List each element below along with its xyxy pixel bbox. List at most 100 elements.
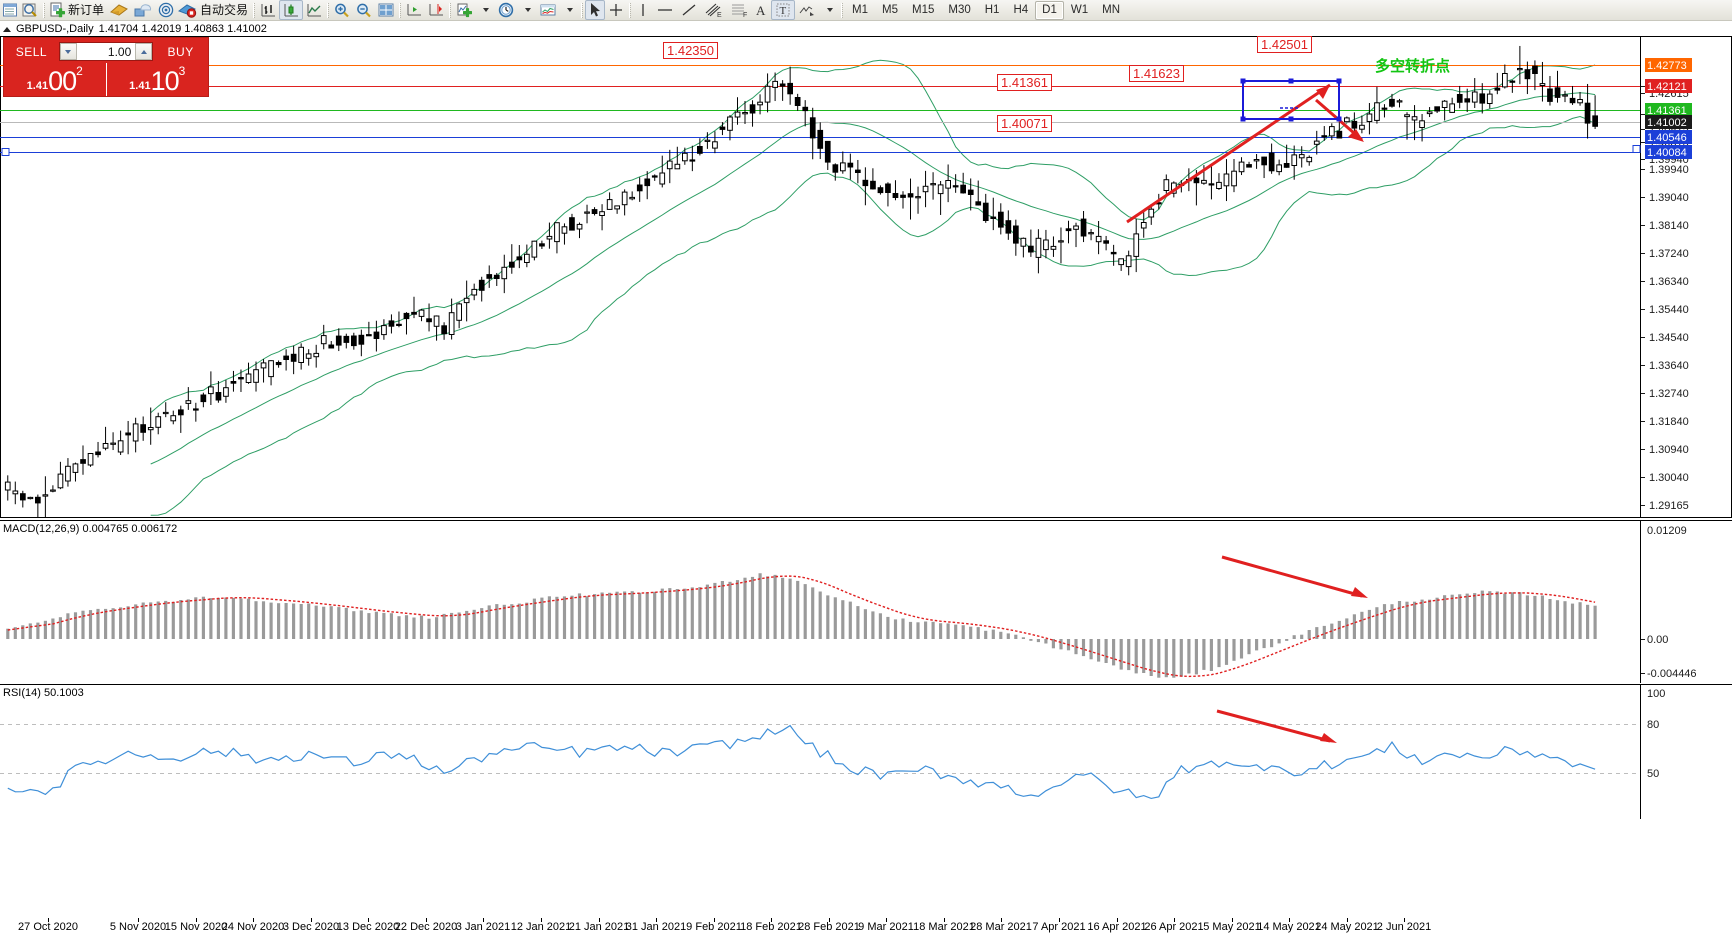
timeframe-h1[interactable]: H1 bbox=[984, 3, 1000, 16]
rsi-pane[interactable]: RSI(14) 50.1003 100 80 50 bbox=[0, 684, 1732, 819]
buy-price[interactable]: 1.41 10 3 bbox=[107, 63, 209, 96]
chart-ohlc-label: 1.41704 1.42019 1.40863 1.41002 bbox=[98, 23, 267, 35]
toolbar-separator bbox=[41, 1, 47, 19]
chart-shift-icon[interactable] bbox=[425, 0, 447, 20]
time-axis[interactable]: 27 Oct 2020 5 Nov 2020 15 Nov 2020 24 Nov 2… bbox=[0, 918, 1640, 938]
macd-label: MACD(12,26,9) 0.004765 0.006172 bbox=[3, 523, 178, 535]
grid-icon[interactable] bbox=[375, 0, 397, 20]
timeframe-m15[interactable]: M15 bbox=[912, 3, 935, 16]
expert-advisor-icon[interactable] bbox=[107, 0, 131, 20]
autotrading-button[interactable]: 自动交易 bbox=[177, 0, 251, 20]
new-order-button[interactable]: 新订单 bbox=[47, 0, 107, 20]
period-icon[interactable] bbox=[495, 0, 517, 20]
timeframe-d1[interactable]: D1 bbox=[1035, 0, 1064, 20]
indicators-icon[interactable] bbox=[453, 0, 475, 20]
buy-price-prefix: 1.41 bbox=[129, 80, 151, 92]
time-axis-label: 16 Apr 2021 bbox=[1087, 921, 1147, 933]
svg-text:1.40084: 1.40084 bbox=[1647, 147, 1687, 159]
sell-button[interactable]: SELL bbox=[15, 44, 48, 59]
time-axis-tick bbox=[714, 918, 715, 922]
svg-text:1.36340: 1.36340 bbox=[1649, 276, 1689, 288]
time-axis-tick bbox=[1404, 918, 1405, 922]
time-axis-tick bbox=[311, 918, 312, 922]
time-axis-label: 13 Dec 2020 bbox=[336, 921, 400, 933]
svg-text:F: F bbox=[743, 12, 747, 18]
vline-icon[interactable] bbox=[633, 0, 653, 20]
market-watch-icon[interactable] bbox=[0, 0, 20, 20]
auto-scroll-icon[interactable] bbox=[403, 0, 425, 20]
timeframe-m30[interactable]: M30 bbox=[948, 3, 971, 16]
triangle-up-icon[interactable] bbox=[3, 26, 11, 32]
price-pane[interactable]: 1.426151.417151.408151.399401.390401.381… bbox=[0, 36, 1732, 518]
hline-icon[interactable] bbox=[653, 0, 677, 20]
svg-text:E: E bbox=[717, 12, 722, 18]
time-axis-label: 21 Jan 2021 bbox=[568, 921, 630, 933]
price-annotation-label[interactable]: 1.42501 bbox=[1257, 36, 1312, 53]
timeframe-m5[interactable]: M5 bbox=[882, 3, 898, 16]
svg-text:T: T bbox=[780, 5, 787, 17]
line-chart-icon[interactable] bbox=[303, 0, 325, 20]
toolbar-separator-4 bbox=[397, 1, 403, 19]
fibonacci-icon[interactable]: F bbox=[727, 0, 751, 20]
time-axis-tick bbox=[599, 918, 600, 922]
svg-text:1.29165: 1.29165 bbox=[1649, 500, 1689, 512]
volume-value[interactable]: 1.00 bbox=[107, 44, 132, 59]
time-axis-label: 3 Jan 2021 bbox=[455, 921, 511, 933]
buy-button[interactable]: BUY bbox=[167, 44, 194, 59]
shapes-dropdown-icon[interactable] bbox=[819, 0, 839, 20]
svg-text:1.39040: 1.39040 bbox=[1649, 192, 1689, 204]
chinese-annotation: 多空转折点 bbox=[1375, 58, 1451, 75]
time-axis-label: 24 Nov 2020 bbox=[221, 921, 285, 933]
timeframe-h4[interactable]: H4 bbox=[1013, 3, 1029, 16]
time-axis-tick bbox=[483, 918, 484, 922]
equidistant-channel-icon[interactable]: E bbox=[701, 0, 727, 20]
svg-text:1.34540: 1.34540 bbox=[1649, 332, 1689, 344]
zoom-in-icon[interactable] bbox=[331, 0, 353, 20]
period-dropdown-icon[interactable] bbox=[517, 0, 537, 20]
price-annotation-label[interactable]: 1.40071 bbox=[997, 115, 1052, 132]
text-icon[interactable]: A bbox=[751, 0, 771, 20]
signals-icon[interactable] bbox=[155, 0, 177, 20]
one-click-trade-panel[interactable]: SELL 1.00 BUY 1.41 00 2 1.41 10 3 bbox=[3, 37, 209, 97]
svg-text:1.30940: 1.30940 bbox=[1649, 444, 1689, 456]
time-axis-label: 27 Oct 2020 bbox=[18, 921, 78, 933]
autotrading-label: 自动交易 bbox=[200, 3, 249, 17]
trendline-icon[interactable] bbox=[677, 0, 701, 20]
indicators-dropdown-icon[interactable] bbox=[475, 0, 495, 20]
crosshair-icon[interactable] bbox=[605, 0, 627, 20]
svg-text:1.40546: 1.40546 bbox=[1647, 132, 1687, 144]
time-axis-tick bbox=[368, 918, 369, 922]
templates-icon[interactable] bbox=[537, 0, 559, 20]
cursor-icon[interactable] bbox=[585, 0, 606, 20]
price-annotation-label[interactable]: 1.41361 bbox=[997, 74, 1052, 91]
volume-stepper[interactable]: 1.00 bbox=[58, 42, 154, 61]
timeframe-m1[interactable]: M1 bbox=[852, 3, 869, 16]
templates-dropdown-icon[interactable] bbox=[559, 0, 579, 20]
volume-increment-button[interactable] bbox=[135, 43, 153, 60]
timeframe-mn[interactable]: MN bbox=[1102, 3, 1120, 16]
time-axis-label: 5 Nov 2020 bbox=[109, 921, 167, 933]
svg-text:1.42121: 1.42121 bbox=[1647, 81, 1687, 93]
timeframe-group: M1 M5 M15 M30 H1 H4 D1 W1 MN bbox=[845, 0, 1127, 20]
svg-text:0.00: 0.00 bbox=[1647, 634, 1668, 646]
svg-text:1.33640: 1.33640 bbox=[1649, 360, 1689, 372]
text-label-icon[interactable]: T bbox=[771, 0, 796, 20]
candlestick-chart-icon[interactable] bbox=[279, 0, 304, 20]
time-axis-tick bbox=[771, 918, 772, 922]
new-order-label: 新订单 bbox=[68, 3, 105, 17]
svg-text:1.41002: 1.41002 bbox=[1647, 117, 1687, 129]
macd-pane[interactable]: MACD(12,26,9) 0.004765 0.006172 0.01209 0… bbox=[0, 520, 1732, 683]
price-annotation-label[interactable]: 1.42350 bbox=[663, 42, 718, 59]
price-annotation-label[interactable]: 1.41623 bbox=[1129, 65, 1184, 82]
timeframe-w1[interactable]: W1 bbox=[1070, 3, 1089, 16]
shapes-icon[interactable] bbox=[795, 0, 819, 20]
zoom-out-icon[interactable] bbox=[353, 0, 375, 20]
time-axis-tick bbox=[541, 918, 542, 922]
data-window-icon[interactable] bbox=[20, 0, 41, 20]
volume-decrement-button[interactable] bbox=[59, 43, 77, 60]
time-axis-tick bbox=[1289, 918, 1290, 922]
bar-chart-icon[interactable] bbox=[257, 0, 279, 20]
sell-price[interactable]: 1.41 00 2 bbox=[4, 63, 106, 96]
cloud-icon[interactable] bbox=[131, 0, 155, 20]
time-axis-tick bbox=[48, 918, 49, 922]
